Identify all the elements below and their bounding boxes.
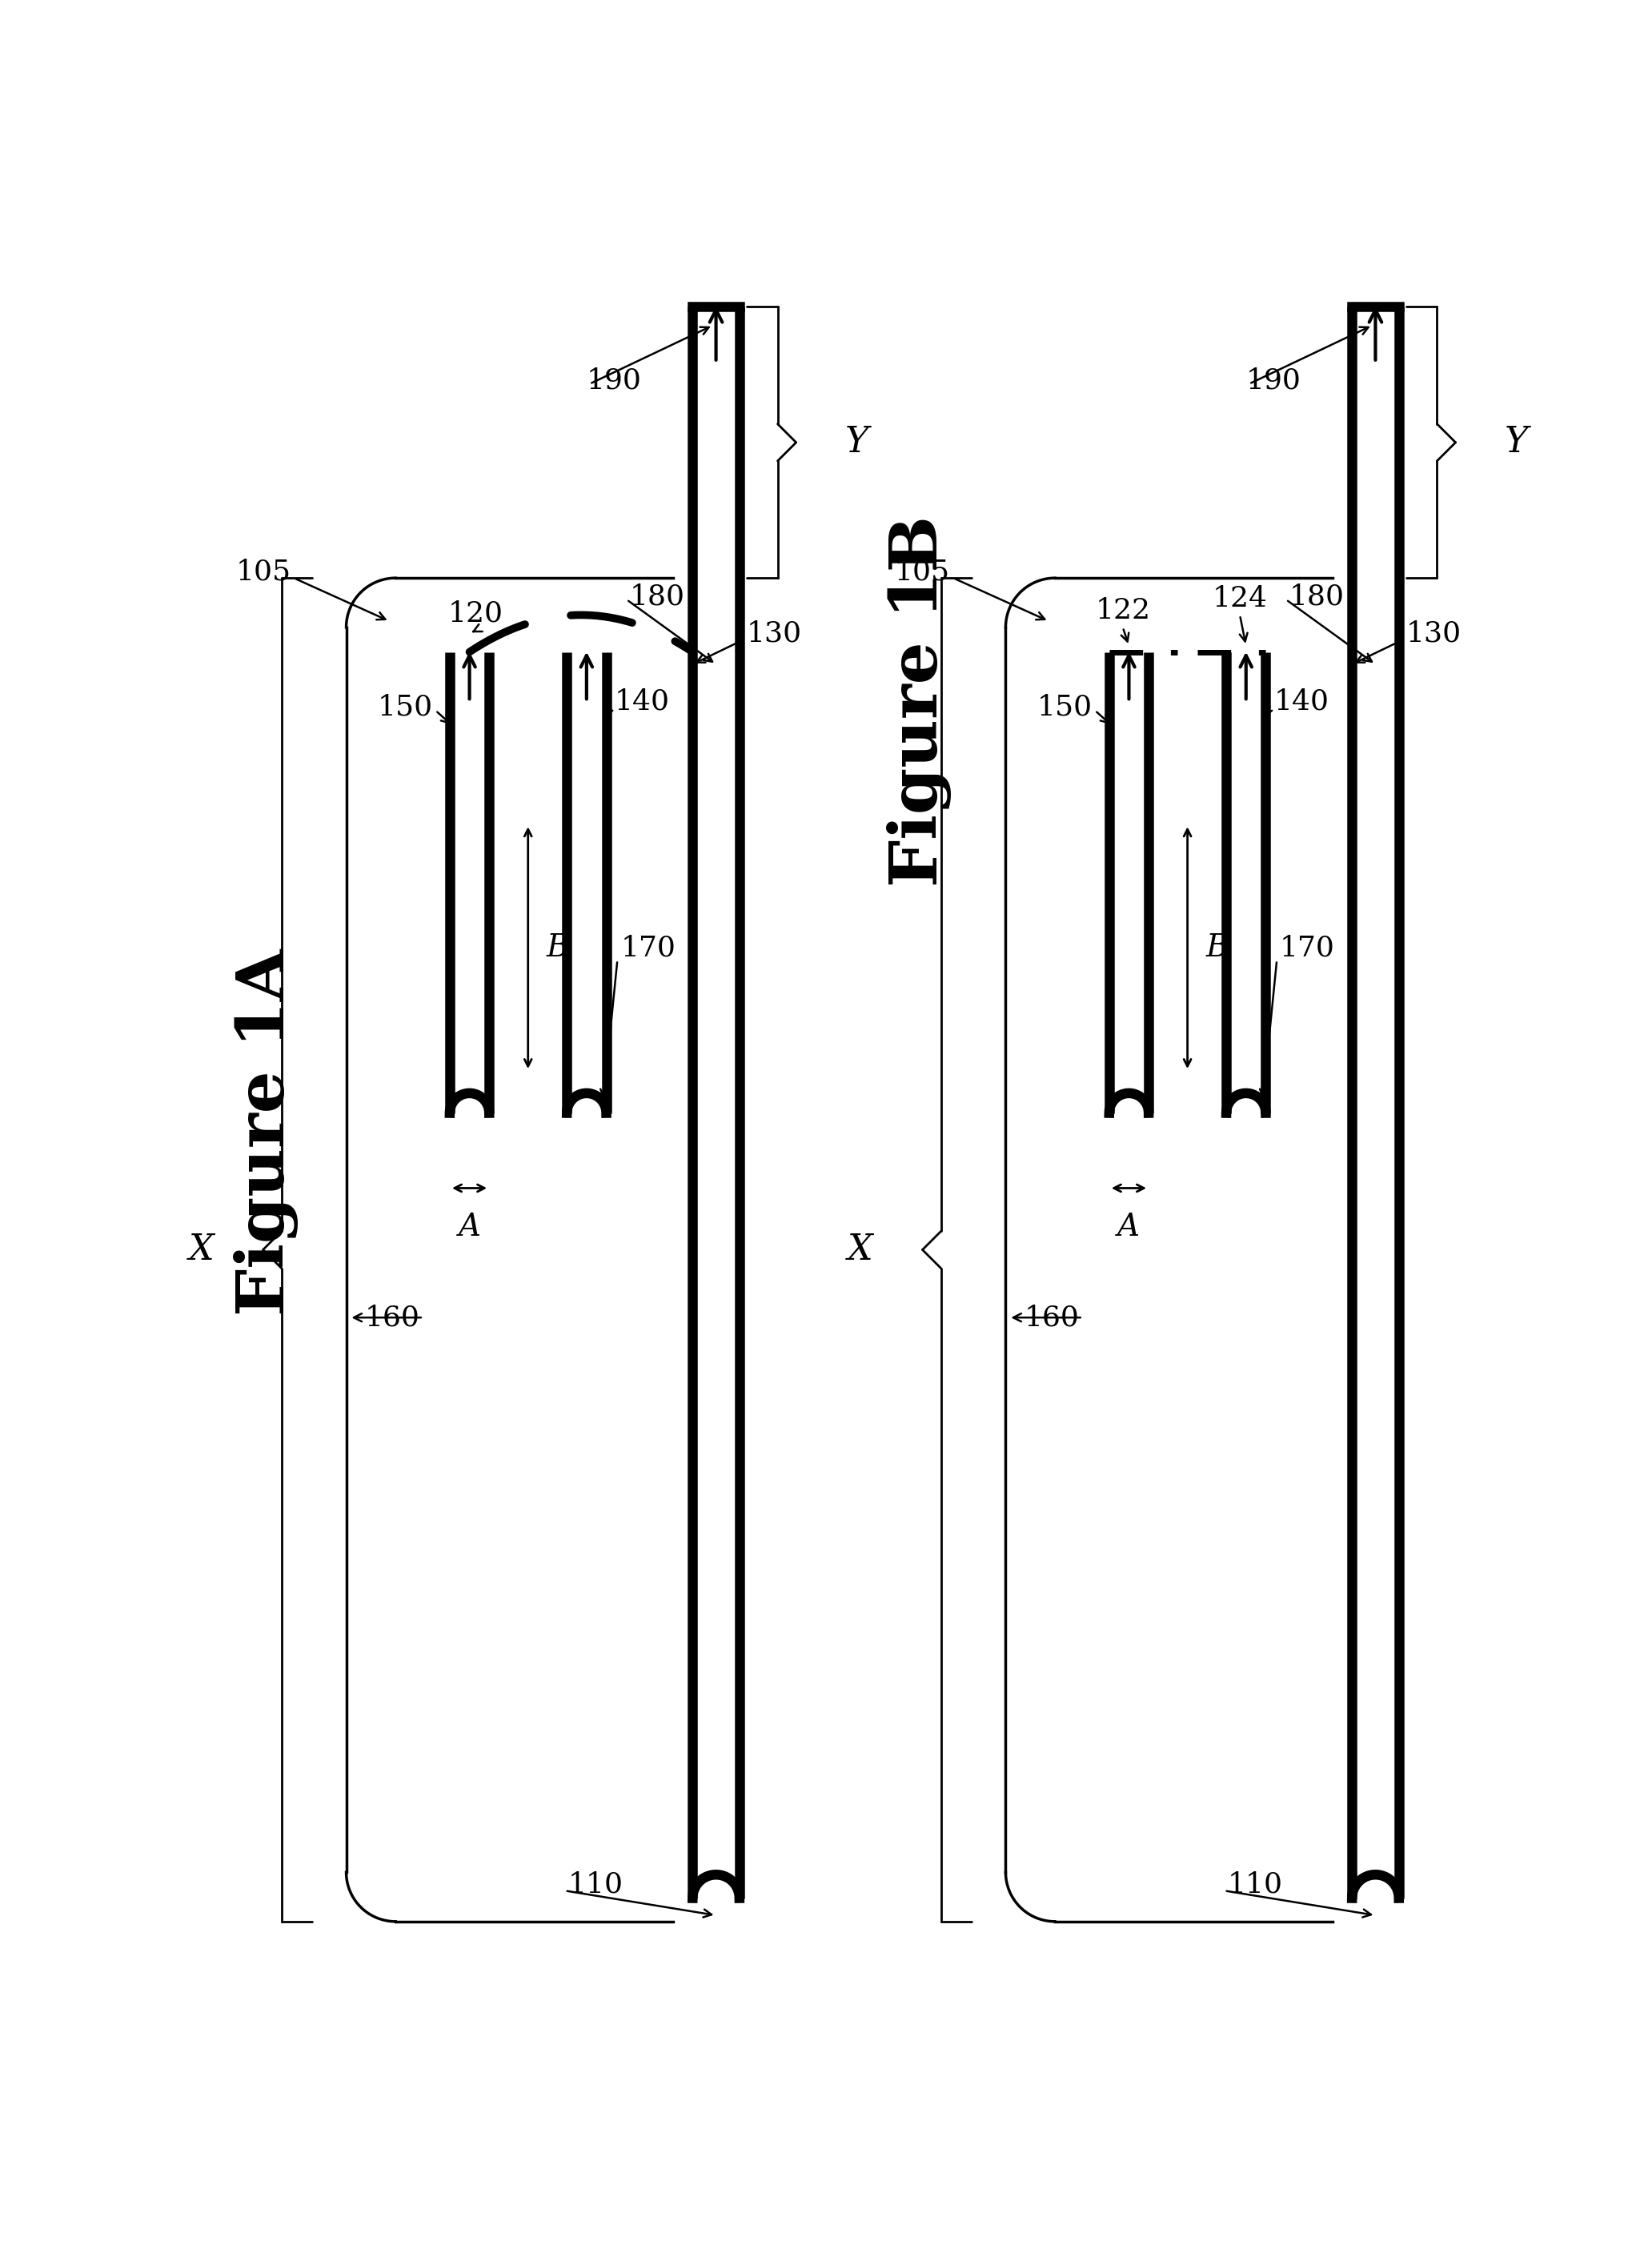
- Text: 122: 122: [1095, 596, 1150, 625]
- Text: 105: 105: [895, 558, 950, 585]
- Text: 120: 120: [448, 600, 504, 627]
- Text: 180: 180: [629, 582, 686, 609]
- Text: 160: 160: [1024, 1304, 1080, 1331]
- Text: 150: 150: [377, 695, 433, 722]
- Text: X: X: [847, 1232, 874, 1266]
- Text: B: B: [1206, 933, 1229, 963]
- Text: 130: 130: [747, 621, 803, 648]
- Text: 124: 124: [1213, 585, 1267, 612]
- Text: B: B: [547, 933, 570, 963]
- Text: Figure 1A: Figure 1A: [233, 949, 299, 1316]
- Text: 160: 160: [365, 1304, 420, 1331]
- Text: 110: 110: [1227, 1871, 1282, 1898]
- Text: Y: Y: [846, 425, 869, 459]
- Text: 150: 150: [1036, 695, 1092, 722]
- Text: 190: 190: [586, 367, 641, 394]
- Text: 170: 170: [1280, 933, 1335, 960]
- Text: Y: Y: [1505, 425, 1528, 459]
- Text: 170: 170: [621, 933, 676, 960]
- Text: X: X: [188, 1232, 213, 1266]
- Text: Figure 1B: Figure 1B: [887, 515, 952, 886]
- Text: 110: 110: [568, 1871, 623, 1898]
- Text: A: A: [1118, 1212, 1140, 1241]
- Text: 140: 140: [615, 688, 669, 715]
- Text: A: A: [458, 1212, 481, 1241]
- Text: 180: 180: [1289, 582, 1345, 609]
- Text: 190: 190: [1246, 367, 1302, 394]
- Text: 105: 105: [236, 558, 291, 585]
- Text: 140: 140: [1274, 688, 1328, 715]
- Text: 130: 130: [1406, 621, 1462, 648]
